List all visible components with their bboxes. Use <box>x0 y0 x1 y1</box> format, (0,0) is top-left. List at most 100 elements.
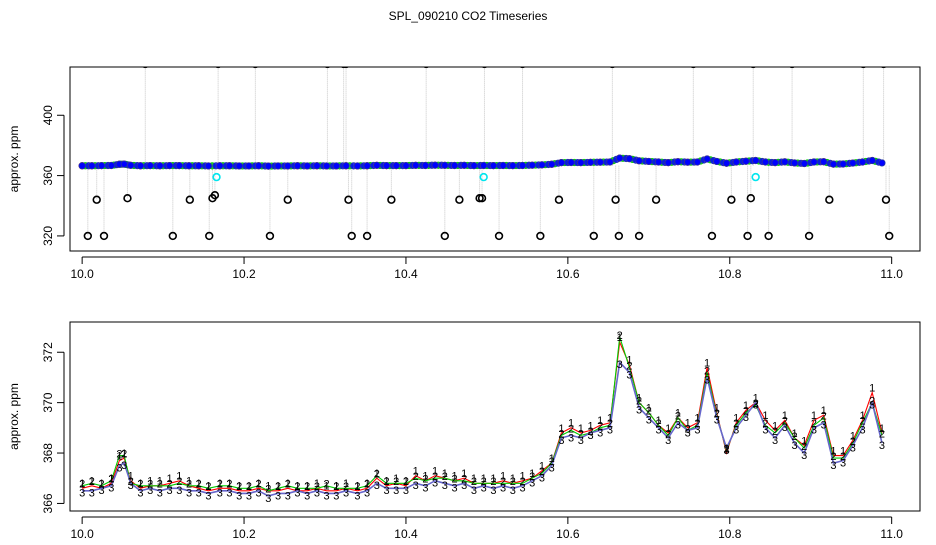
spike-point <box>168 231 178 241</box>
data-point <box>674 158 682 166</box>
series-marker-1: 1 <box>393 473 399 485</box>
data-point <box>353 162 361 170</box>
series-marker-1: 1 <box>578 423 584 435</box>
series-marker-2: 2 <box>587 426 593 438</box>
series-marker-2: 2 <box>529 471 535 483</box>
series-marker-3: 3 <box>333 490 339 502</box>
series-marker-3: 3 <box>471 485 477 497</box>
series-marker-1: 1 <box>471 473 477 485</box>
series-marker-3: 3 <box>879 440 885 452</box>
series-marker-3: 3 <box>821 420 827 432</box>
series-marker-3: 3 <box>383 485 389 497</box>
data-point <box>839 160 847 168</box>
series-marker-2: 2 <box>285 479 291 491</box>
series-marker-3: 3 <box>704 374 710 386</box>
spike-point <box>707 231 717 241</box>
top-panel: 10.0 10.2 10.4 10.6 10.8 11.0 320 360 400 approx.… <box>7 66 921 281</box>
series-marker-2: 2 <box>383 476 389 488</box>
series-marker-2: 2 <box>413 471 419 483</box>
series-marker-2: 2 <box>343 481 349 493</box>
spike-point <box>440 231 450 241</box>
data-point <box>752 156 760 165</box>
series-marker-3: 3 <box>801 450 807 462</box>
series-marker-3: 3 <box>461 480 467 492</box>
series-marker-1: 1 <box>343 478 349 490</box>
series-marker-1: 1 <box>374 468 380 480</box>
data-point <box>146 162 154 170</box>
series-marker-2: 2 <box>121 448 127 460</box>
series-marker-1: 1 <box>128 471 134 483</box>
data-point <box>703 155 711 163</box>
spike-point <box>92 195 101 204</box>
series-marker-3: 3 <box>343 488 349 500</box>
series-marker-1: 1 <box>422 471 428 483</box>
x-tick-label: 10.6 <box>556 527 580 540</box>
series-marker-3: 3 <box>714 415 720 427</box>
spike-point <box>362 231 372 241</box>
data-point <box>742 157 750 165</box>
series-marker-1: 1 <box>753 393 759 405</box>
series-marker-1: 1 <box>137 478 143 490</box>
series-marker-1: 1 <box>226 478 232 490</box>
data-point <box>713 157 721 166</box>
series-marker-3: 3 <box>607 425 613 437</box>
series-marker-3: 3 <box>217 488 223 500</box>
series-marker-3: 3 <box>655 425 661 437</box>
series-marker-2: 2 <box>314 481 320 493</box>
series-marker-2: 2 <box>393 476 399 488</box>
series-marker-3: 3 <box>304 490 310 502</box>
series-marker-1: 1 <box>413 466 419 478</box>
x-tick-label: 10.6 <box>556 267 580 281</box>
series-marker-3: 3 <box>869 400 875 412</box>
spike-point <box>885 231 894 241</box>
series-marker-1: 1 <box>617 332 623 344</box>
series-marker-1: 1 <box>869 382 875 394</box>
spike-point <box>283 195 292 204</box>
data-point <box>781 158 789 166</box>
data-point <box>645 157 653 166</box>
series-marker-2: 2 <box>374 469 380 481</box>
series-marker-1: 1 <box>762 410 768 422</box>
series-marker-1: 1 <box>646 403 652 415</box>
series-marker-3: 3 <box>422 483 428 495</box>
spike-point <box>265 231 275 241</box>
series-marker-1: 1 <box>186 476 192 488</box>
series-marker-1: 1 <box>285 478 291 490</box>
series-marker-2: 2 <box>481 476 487 488</box>
series-marker-2: 2 <box>830 451 836 463</box>
series-marker-2: 2 <box>549 456 555 468</box>
series-marker-1: 1 <box>607 413 613 425</box>
series-marker-3: 3 <box>665 435 671 447</box>
series-marker-3: 3 <box>743 412 749 424</box>
series-marker-2: 2 <box>137 479 143 491</box>
series-marker-3: 3 <box>246 490 252 502</box>
series-marker-2: 2 <box>442 471 448 483</box>
data-point <box>342 162 350 170</box>
series-marker-3: 3 <box>733 425 739 437</box>
series-marker-3: 3 <box>147 485 153 497</box>
series-marker-2: 2 <box>791 431 797 443</box>
data-point <box>858 158 867 166</box>
spike-point <box>387 195 396 204</box>
series-marker-1: 1 <box>568 418 574 430</box>
data-point <box>382 162 391 170</box>
data-point <box>829 160 837 168</box>
series-marker-2: 2 <box>743 406 749 418</box>
series-marker-2: 2 <box>157 479 163 491</box>
series-marker-1: 1 <box>354 481 360 493</box>
data-point <box>313 162 321 170</box>
data-point <box>722 159 731 167</box>
plot-frame <box>69 321 921 512</box>
spike-point <box>614 231 624 241</box>
series-marker-1: 1 <box>558 423 564 435</box>
series-marker-3: 3 <box>167 485 173 497</box>
series-marker-1: 1 <box>597 415 603 427</box>
series-line-2 <box>81 336 883 492</box>
series-marker-2: 2 <box>451 474 457 486</box>
data-point <box>480 161 488 170</box>
spike-point <box>494 231 504 241</box>
spike-point <box>690 67 697 69</box>
series-marker-3: 3 <box>226 488 232 500</box>
series-marker-3: 3 <box>413 480 419 492</box>
series-marker-1: 1 <box>714 403 720 415</box>
